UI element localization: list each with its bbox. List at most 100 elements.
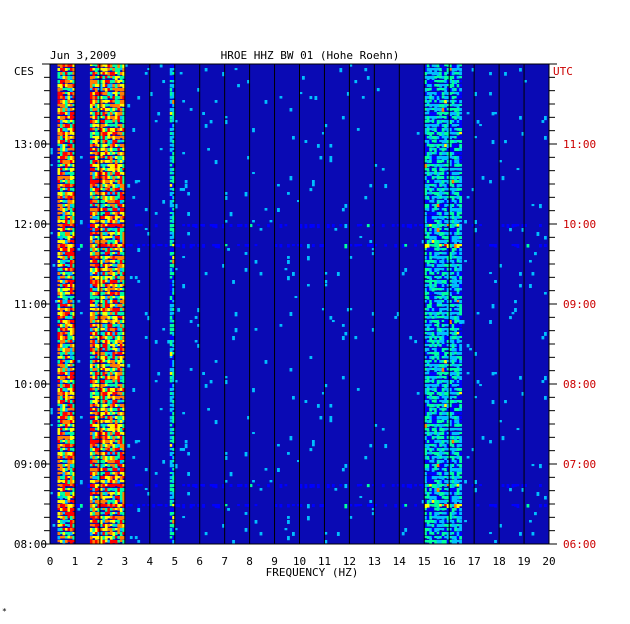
heat-cell — [172, 484, 176, 487]
heat-cell — [434, 372, 438, 375]
heat-cell — [444, 360, 447, 364]
heat-cell — [107, 368, 111, 371]
heat-cell — [456, 312, 460, 316]
heat-cell — [99, 164, 103, 167]
heat-cell — [224, 376, 228, 379]
heat-cell — [451, 92, 455, 95]
heat-cell — [92, 508, 96, 513]
heat-cell — [459, 460, 462, 464]
heat-cell — [72, 200, 76, 204]
heat-cell — [434, 384, 438, 388]
heat-cell — [441, 328, 445, 332]
heat-cell — [426, 96, 430, 99]
heat-cell — [104, 500, 108, 503]
heat-cell — [451, 64, 455, 68]
heat-cell — [169, 300, 173, 303]
heat-cell — [59, 252, 63, 256]
heat-cell — [511, 224, 515, 228]
heat-cell — [424, 240, 428, 243]
heat-cell — [229, 472, 233, 477]
heat-cell — [439, 76, 443, 79]
heat-cell — [69, 484, 73, 487]
heat-cell — [112, 444, 116, 448]
heat-cell — [229, 484, 233, 487]
heat-cell — [436, 120, 440, 125]
heat-cell — [459, 320, 462, 325]
heat-cell — [102, 152, 106, 156]
heat-cell — [109, 404, 113, 408]
heat-cell — [459, 408, 462, 411]
heat-cell — [117, 140, 121, 143]
heat-cell — [189, 368, 193, 371]
heat-cell — [429, 204, 433, 209]
heat-cell — [107, 424, 111, 427]
heat-cell — [112, 284, 116, 288]
heat-cell — [64, 364, 68, 369]
heat-cell — [97, 116, 101, 120]
heat-cell — [439, 500, 443, 504]
heat-cell — [112, 132, 116, 136]
heat-cell — [441, 424, 445, 427]
heat-cell — [444, 404, 447, 408]
heat-cell — [67, 88, 71, 91]
heat-cell — [212, 484, 215, 488]
heat-cell — [454, 380, 457, 384]
heat-cell — [69, 456, 73, 459]
heat-cell — [104, 200, 108, 202]
heat-cell — [109, 504, 113, 508]
heat-cell — [72, 96, 76, 99]
heat-cell — [104, 456, 108, 461]
heat-cell — [104, 64, 108, 68]
heat-cell — [69, 220, 73, 224]
heat-cell — [92, 68, 96, 71]
heat-cell — [104, 196, 108, 201]
heat-cell — [329, 404, 333, 408]
heat-cell — [109, 424, 113, 429]
heat-cell — [72, 320, 76, 324]
heat-cell — [172, 364, 176, 368]
heat-cell — [424, 432, 428, 435]
heat-cell — [99, 292, 103, 296]
heat-cell — [99, 168, 103, 173]
heat-cell — [89, 212, 93, 216]
heat-cell — [169, 320, 173, 323]
heat-cell — [446, 356, 450, 359]
heat-cell — [454, 220, 457, 224]
heat-cell — [94, 516, 98, 519]
heat-cell — [102, 436, 106, 440]
heat-cell — [449, 140, 452, 144]
heat-cell — [456, 124, 460, 126]
heat-cell — [459, 196, 462, 201]
heat-cell — [104, 76, 108, 79]
heat-cell — [102, 188, 106, 191]
heat-cell — [459, 200, 462, 204]
heat-cell — [99, 184, 103, 188]
heat-cell — [97, 364, 101, 369]
heat-cell — [174, 244, 178, 247]
heat-cell — [426, 248, 430, 251]
heat-cell — [59, 332, 63, 337]
heat-cell — [306, 244, 310, 249]
heat-cell — [439, 84, 443, 88]
heat-cell — [117, 248, 121, 251]
heat-cell — [62, 324, 66, 328]
heat-cell — [89, 240, 93, 244]
heat-cell — [119, 484, 123, 489]
heat-cell — [434, 256, 438, 259]
heat-cell — [57, 228, 61, 231]
heat-cell — [514, 244, 517, 247]
heat-cell — [541, 120, 545, 123]
heat-cell — [436, 268, 440, 272]
heat-cell — [189, 108, 193, 111]
heat-cell — [426, 472, 430, 475]
heat-cell — [109, 132, 113, 135]
heat-cell — [94, 352, 98, 355]
heat-cell — [426, 64, 430, 68]
heat-cell — [446, 164, 450, 167]
heat-cell — [104, 296, 108, 300]
heat-cell — [456, 204, 460, 207]
heatmap-cells — [50, 64, 547, 544]
heat-cell — [62, 128, 66, 132]
heat-cell — [431, 156, 435, 161]
heat-cell — [459, 168, 462, 171]
